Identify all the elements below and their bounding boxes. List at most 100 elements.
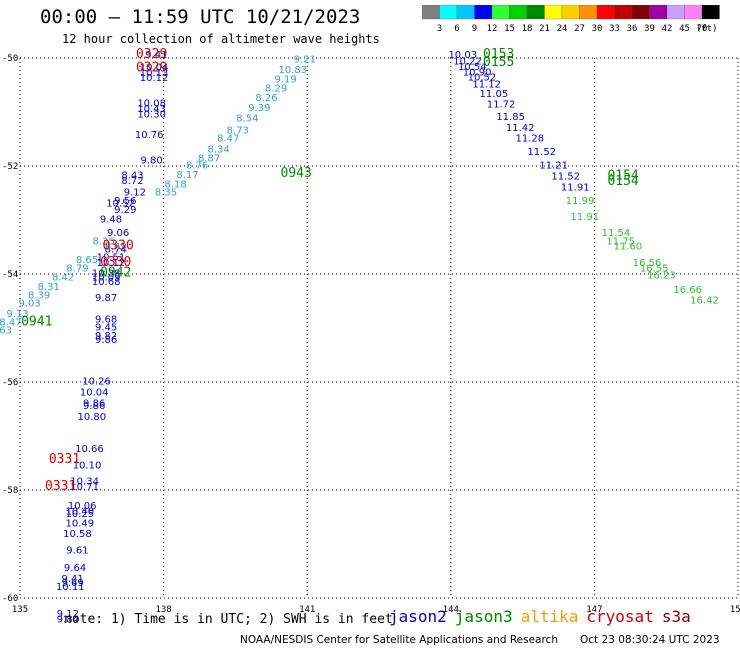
colorbar-label: 45 bbox=[679, 24, 690, 34]
swh-label: 10.06 bbox=[68, 501, 97, 512]
swh-label: 10.54 bbox=[458, 62, 487, 73]
x-tick-label: 135 bbox=[12, 605, 28, 615]
swh-label: 11.52 bbox=[527, 147, 556, 158]
swh-label: 9.06 bbox=[107, 228, 129, 239]
swh-label: 9.39 bbox=[248, 103, 270, 114]
colorbar-label: 9 bbox=[472, 24, 477, 34]
chart-subtitle: 12 hour collection of altimeter wave hei… bbox=[62, 32, 380, 46]
swh-label: 10.13 bbox=[140, 68, 169, 79]
swh-label: 10.80 bbox=[77, 412, 106, 423]
swh-label: 8.47 bbox=[217, 134, 239, 145]
swh-label: 8.35 bbox=[155, 188, 177, 199]
colorbar-label: 12 bbox=[487, 24, 498, 34]
swh-label: 8.18 bbox=[164, 180, 186, 191]
swh-label: 9.12 bbox=[57, 609, 79, 620]
time-label: 0941 bbox=[21, 314, 52, 329]
swh-label: 8.17 bbox=[176, 170, 198, 181]
credit-line: NOAA/NESDIS Center for Satellite Applica… bbox=[240, 634, 558, 646]
swh-label: 8.47 bbox=[0, 317, 22, 328]
colorbar-label: 33 bbox=[609, 24, 620, 34]
swh-label: 9.41 bbox=[62, 574, 84, 585]
swh-label: 9.41 bbox=[145, 50, 167, 61]
swh-label: 9.03 bbox=[18, 298, 40, 309]
swh-label: 10.52 bbox=[468, 73, 497, 84]
chart-title: 00:00 – 11:59 UTC 10/21/2023 bbox=[40, 6, 361, 28]
time-label: 0154 bbox=[607, 169, 638, 184]
swh-label: 9.13 bbox=[6, 309, 28, 320]
colorbar-unit: (ft) bbox=[696, 24, 718, 34]
swh-label: 10.58 bbox=[63, 529, 92, 540]
x-tick-label: 147 bbox=[586, 605, 602, 615]
swh-label: 8.26 bbox=[255, 93, 277, 104]
swh-label: 10.83 bbox=[279, 65, 308, 76]
time-label: 0155 bbox=[483, 55, 514, 70]
swh-label: 9.48 bbox=[100, 215, 122, 226]
swh-label: 11.60 bbox=[614, 242, 643, 253]
swh-label: 11.91 bbox=[561, 182, 590, 193]
y-tick-label: -54 bbox=[2, 270, 18, 280]
swh-label: 10.76 bbox=[135, 130, 164, 141]
swh-label: 8.43 bbox=[121, 170, 143, 181]
swh-label: 16.42 bbox=[690, 296, 719, 307]
time-label: 0943 bbox=[281, 166, 312, 181]
y-tick-label: -50 bbox=[2, 54, 18, 64]
swh-label: 10.71 bbox=[70, 482, 99, 493]
colorbar-label: 70 bbox=[697, 24, 708, 34]
swh-label: 8.87 bbox=[198, 154, 220, 165]
swh-label: 10.30 bbox=[137, 109, 166, 120]
swh-label: 10.12 bbox=[140, 73, 169, 84]
time-label: 0329 bbox=[136, 47, 167, 62]
time-label: 0330 bbox=[100, 255, 131, 270]
swh-label: 9.45 bbox=[95, 323, 117, 334]
x-tick-label: 141 bbox=[299, 605, 315, 615]
swh-label: 11.12 bbox=[472, 80, 501, 91]
swh-label: 9.12 bbox=[124, 188, 146, 199]
swh-label: 11.85 bbox=[496, 112, 525, 123]
swh-label: 10.40 bbox=[66, 506, 95, 517]
colorbar-label: 6 bbox=[454, 24, 459, 34]
swh-label: 8.29 bbox=[265, 83, 287, 94]
y-tick-label: -58 bbox=[2, 486, 18, 496]
swh-label: 10.25 bbox=[66, 509, 95, 520]
swh-label: 8.76 bbox=[186, 161, 208, 172]
swh-label: 8.54 bbox=[236, 114, 258, 125]
swh-label: 8.73 bbox=[227, 126, 249, 137]
swh-label: 10.90 bbox=[463, 67, 492, 78]
swh-label: 8.79 bbox=[66, 263, 88, 274]
swh-label: 11.72 bbox=[487, 100, 516, 111]
colorbar-label: 42 bbox=[662, 24, 673, 34]
swh-label: 8.72 bbox=[121, 176, 143, 187]
satellite-legend: jason2 jason3 altika cryosat s3a bbox=[389, 607, 699, 626]
swh-label: 11.05 bbox=[480, 89, 509, 100]
swh-label: 9.21 bbox=[294, 54, 316, 65]
time-label: 0329 bbox=[136, 61, 167, 76]
swh-label: 11.75 bbox=[606, 236, 635, 247]
swh-label: 8.65 bbox=[76, 255, 98, 266]
time-label: 0331 bbox=[49, 452, 80, 467]
colorbar-swatch bbox=[701, 5, 720, 20]
swh-label: 9.86 bbox=[83, 401, 105, 412]
colorbar-label: 30 bbox=[592, 24, 603, 34]
colorbar-label: 3 bbox=[437, 24, 442, 34]
swh-label: 10.03 bbox=[448, 50, 477, 61]
legend-entry-s3a: s3a bbox=[661, 607, 691, 626]
time-label: 0154 bbox=[607, 174, 638, 189]
swh-label: 11.99 bbox=[566, 196, 595, 207]
swh-label: 9.84 bbox=[57, 614, 79, 625]
swh-label: 8.63 bbox=[0, 325, 12, 336]
x-tick-label: 144 bbox=[443, 605, 459, 615]
swh-label: 9.61 bbox=[66, 546, 88, 557]
swh-label: 10.43 bbox=[137, 104, 166, 115]
swh-label: 10.08 bbox=[137, 99, 166, 110]
swh-label: 8.34 bbox=[208, 145, 230, 156]
time-label: 0153 bbox=[483, 47, 514, 62]
swh-label: 11.28 bbox=[515, 134, 544, 145]
legend-entry-jason2: jason2 bbox=[389, 607, 447, 626]
swh-label: 9.64 bbox=[64, 563, 86, 574]
swh-label: 10.52 bbox=[106, 199, 135, 210]
swh-label: 9.86 bbox=[83, 398, 105, 409]
legend-entry-cryosat: cryosat bbox=[586, 607, 654, 626]
swh-label: 10.49 bbox=[66, 519, 95, 530]
swh-label: 10.38 bbox=[92, 269, 121, 280]
